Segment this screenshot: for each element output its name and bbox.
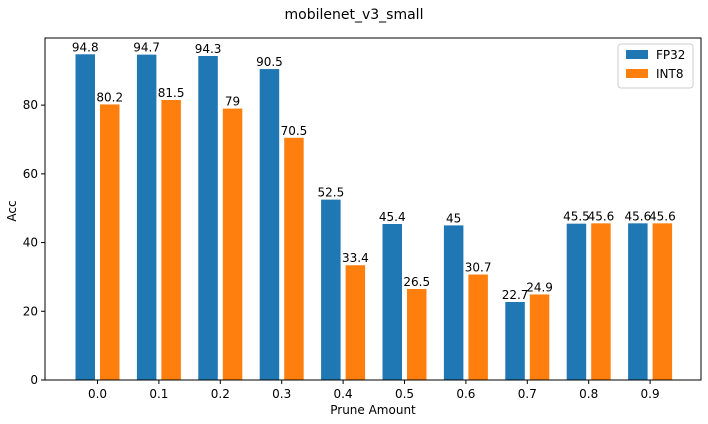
bar-int8-0.2 [222,108,243,381]
bar-int8-0.5 [407,288,427,380]
data-label-int8-0.3: 70.5 [281,124,308,138]
data-label-fp32-0.9: 45.6 [624,209,651,223]
data-label-fp32-0.1: 94.7 [133,41,160,55]
y-tick-label: 80 [23,98,38,112]
x-tick-label: 0.2 [211,387,230,401]
x-tick-label: 0.6 [456,387,475,401]
bar-fp32-0.7 [505,302,525,380]
data-label-fp32-0.8: 45.5 [563,210,590,224]
y-axis-label: Acc [5,200,19,221]
legend-swatch-int8 [626,69,648,78]
bar-int8-0.3 [284,137,304,380]
data-label-int8-0.7: 24.9 [526,280,553,294]
data-label-int8-0.0: 80.2 [96,90,123,104]
data-label-fp32-0.2: 94.3 [195,42,222,56]
bar-int8-0.1 [161,99,181,380]
legend-swatch-fp32 [626,50,648,59]
data-label-int8-0.8: 45.6 [588,209,615,223]
data-label-fp32-0.7: 22.7 [502,288,529,302]
bars-group [75,54,673,381]
bar-int8-0.7 [529,294,550,380]
y-tick-label: 0 [30,373,38,387]
bar-fp32-0.1 [136,54,157,380]
chart-title: mobilenet_v3_small [285,7,424,23]
data-label-int8-0.5: 26.5 [403,275,430,289]
y-axis: 0 20 40 60 80 [23,98,45,387]
y-tick-label: 60 [23,167,38,181]
x-axis: 0.0 0.1 0.2 0.3 0.4 0.5 0.6 0.7 0.8 0.9 [88,380,660,401]
data-label-int8-0.2: 79 [225,95,240,109]
x-tick-label: 0.7 [518,387,537,401]
data-label-fp32-0.3: 90.5 [256,55,283,69]
bar-fp32-0.3 [259,69,280,380]
bar-int8-0.0 [100,104,120,381]
legend-label-fp32: FP32 [656,48,685,62]
bar-int8-0.6 [468,274,488,380]
legend: FP32 INT8 [617,43,694,89]
x-tick-label: 0.9 [641,387,660,401]
legend-label-int8: INT8 [656,67,683,81]
bar-int8-0.8 [591,223,611,380]
y-tick-label: 40 [23,236,38,250]
y-tick-label: 20 [23,304,38,318]
bar-int8-0.4 [345,265,366,380]
bar-fp32-0.0 [75,54,95,381]
data-label-int8-0.1: 81.5 [158,86,185,100]
x-tick-label: 0.0 [88,387,107,401]
x-tick-label: 0.1 [149,387,168,401]
x-tick-label: 0.5 [395,387,414,401]
data-label-fp32-0.4: 52.5 [317,186,344,200]
bar-fp32-0.6 [443,225,464,380]
data-label-fp32-0.6: 45 [446,211,461,225]
data-label-int8-0.4: 33.4 [342,251,369,265]
x-axis-label: Prune Amount [330,403,416,417]
x-tick-label: 0.8 [579,387,598,401]
data-label-fp32-0.5: 45.4 [379,210,406,224]
plot-area-frame [44,37,702,381]
x-tick-label: 0.4 [334,387,353,401]
data-label-int8-0.6: 30.7 [465,261,492,275]
bar-int8-0.9 [652,223,673,380]
bar-fp32-0.4 [321,199,341,380]
bar-fp32-0.9 [628,223,648,380]
bar-fp32-0.2 [198,56,218,381]
x-tick-label: 0.3 [272,387,291,401]
data-label-fp32-0.0: 94.8 [72,40,99,54]
bar-fp32-0.5 [382,224,402,380]
data-label-int8-0.9: 45.6 [649,209,676,223]
bar-fp32-0.8 [566,223,587,380]
